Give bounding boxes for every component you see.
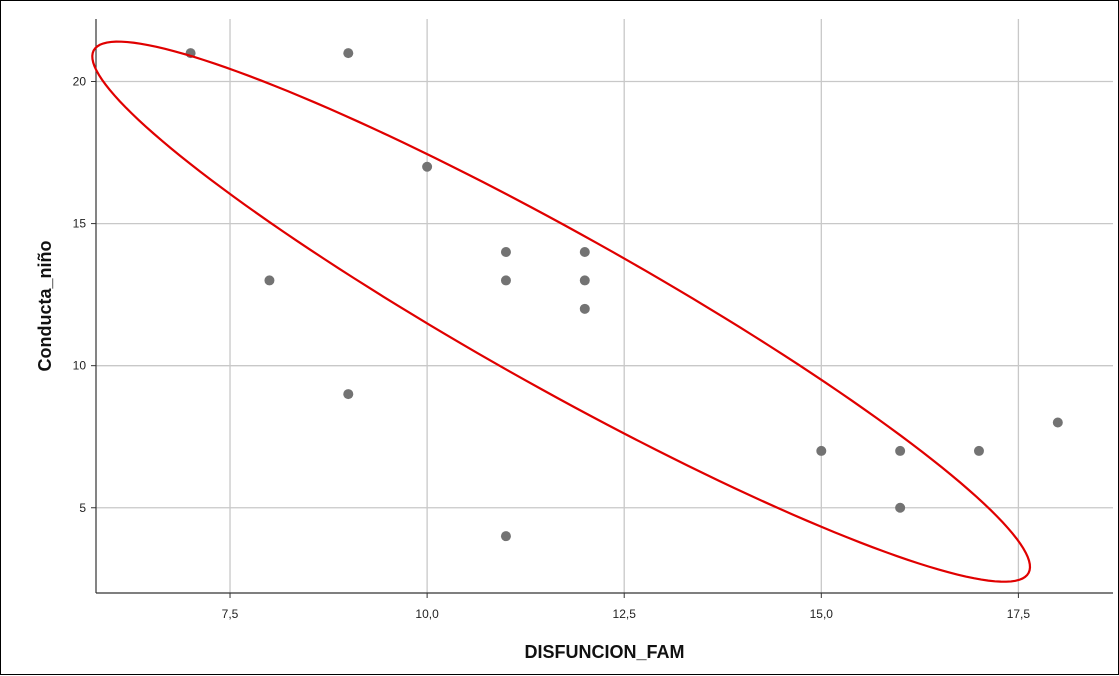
- data-point: [579, 275, 590, 286]
- data-point: [500, 247, 511, 258]
- data-point: [579, 247, 590, 258]
- annotations: [91, 40, 1032, 583]
- highlight-ellipse: [91, 40, 1032, 583]
- axes: [91, 19, 1113, 598]
- data-point: [1052, 417, 1063, 428]
- data-point: [500, 531, 511, 542]
- x-tick-label: 10,0: [415, 607, 439, 621]
- data-point: [264, 275, 275, 286]
- y-axis-label: Conducta_niño: [35, 241, 55, 372]
- x-tick-label: 15,0: [810, 607, 834, 621]
- tick-labels: 7,5 10,0 12,5 15,0 17,5 5 10 15 20: [73, 75, 1031, 621]
- y-tick-label: 20: [73, 75, 87, 89]
- data-point: [500, 275, 511, 286]
- data-points: [185, 48, 1063, 542]
- data-point: [895, 502, 906, 513]
- y-tick-label: 10: [73, 359, 87, 373]
- x-tick-label: 17,5: [1007, 607, 1031, 621]
- y-tick-label: 15: [73, 217, 87, 231]
- data-point: [895, 445, 906, 456]
- y-tick-label: 5: [79, 501, 86, 515]
- data-point: [579, 303, 590, 314]
- data-point: [816, 445, 827, 456]
- data-point: [422, 161, 433, 172]
- x-tick-label: 7,5: [222, 607, 239, 621]
- x-axis-label: DISFUNCION_FAM: [524, 642, 684, 662]
- data-point: [973, 445, 984, 456]
- data-point: [343, 48, 354, 59]
- x-tick-label: 12,5: [613, 607, 637, 621]
- grid: [96, 19, 1113, 593]
- data-point: [343, 389, 354, 400]
